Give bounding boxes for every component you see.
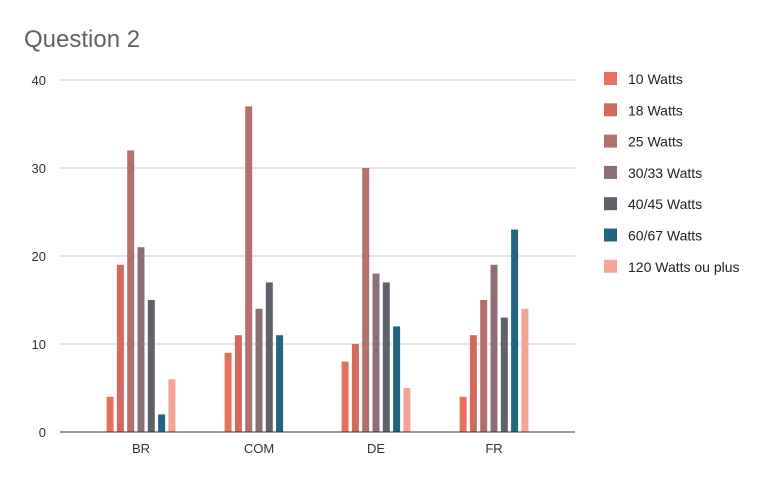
bar — [158, 414, 166, 432]
y-tick-label: 30 — [32, 161, 46, 176]
x-tick-label: FR — [485, 441, 502, 456]
legend-swatch — [604, 103, 617, 117]
bar — [480, 300, 488, 432]
bar — [265, 282, 273, 432]
legend-swatch — [604, 72, 617, 85]
y-tick-label: 10 — [32, 337, 46, 352]
bar — [362, 168, 370, 432]
bar — [459, 396, 467, 432]
x-tick-label: COM — [244, 441, 274, 456]
bar — [224, 352, 232, 432]
legend-label: 120 Watts ou plus — [628, 259, 740, 275]
bar — [403, 388, 411, 432]
bar — [276, 335, 284, 432]
legend-label: 60/67 Watts — [628, 228, 702, 244]
legend-label: 25 Watts — [628, 134, 683, 150]
bar — [393, 326, 401, 432]
chart-title: Question 2 — [24, 26, 141, 53]
bar — [382, 282, 390, 432]
y-tick-label: 0 — [39, 425, 46, 440]
bar — [245, 106, 253, 433]
bar — [168, 379, 176, 432]
bar — [372, 273, 380, 432]
bar — [521, 308, 529, 432]
legend-label: 18 Watts — [628, 102, 683, 118]
bar — [341, 361, 349, 432]
bar — [106, 396, 114, 432]
y-tick-label: 20 — [32, 249, 46, 264]
x-tick-label: DE — [367, 441, 385, 456]
legend-swatch — [604, 228, 617, 242]
legend-swatch — [604, 259, 617, 273]
x-tick-label: BR — [132, 441, 150, 456]
legend-label: 30/33 Watts — [628, 165, 702, 181]
bar — [116, 264, 124, 432]
bar — [127, 150, 135, 432]
bar — [234, 335, 242, 432]
legend-swatch — [604, 134, 617, 148]
bar — [137, 247, 145, 432]
bar — [490, 264, 498, 432]
bar — [351, 344, 359, 432]
legend-label: 40/45 Watts — [628, 196, 702, 212]
legend-swatch — [604, 165, 617, 179]
bar — [469, 335, 477, 432]
bar — [255, 308, 263, 432]
bar — [511, 229, 519, 432]
legend-swatch — [604, 197, 617, 211]
y-tick-label: 40 — [32, 73, 46, 88]
legend-label: 10 Watts — [628, 71, 683, 87]
bar — [147, 300, 155, 432]
bar — [500, 317, 508, 432]
